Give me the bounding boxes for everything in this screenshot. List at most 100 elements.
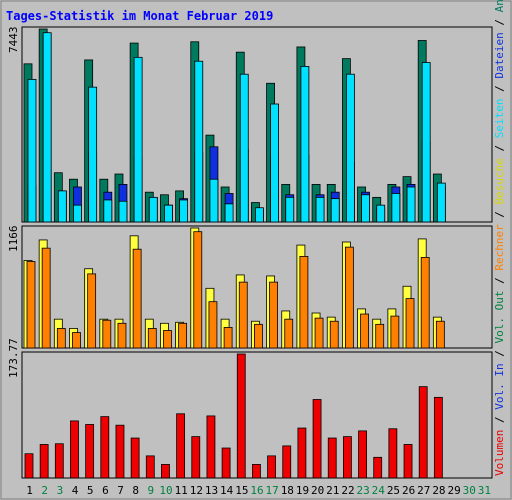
bar-volumen-day-7 bbox=[115, 424, 125, 479]
day-label-16: 16 bbox=[250, 484, 263, 497]
day-label-31: 31 bbox=[478, 484, 491, 497]
panel-frame bbox=[21, 351, 493, 479]
panel-top bbox=[21, 26, 493, 223]
day-label-13: 13 bbox=[205, 484, 218, 497]
bar-rechner-day-11 bbox=[178, 322, 188, 349]
bar-rechner-day-20 bbox=[314, 317, 324, 349]
day-label-9: 9 bbox=[148, 484, 155, 497]
bar-rechner-day-16 bbox=[254, 323, 263, 349]
bar-rechner-day-9 bbox=[147, 328, 157, 349]
day-label-2: 2 bbox=[41, 484, 48, 497]
bar-rechner-day-17 bbox=[269, 281, 278, 349]
bar-rechner-day-23 bbox=[360, 313, 369, 349]
day-label-26: 26 bbox=[402, 484, 415, 497]
bar-volumen-day-25 bbox=[388, 428, 398, 479]
bar-rechner-day-26 bbox=[405, 298, 415, 349]
bar-rechner-day-24 bbox=[375, 323, 385, 349]
bar-seiten-day-22 bbox=[345, 73, 355, 223]
bar-volumen-day-22 bbox=[342, 436, 352, 479]
day-label-11: 11 bbox=[175, 484, 188, 497]
bar-volumen-day-18 bbox=[282, 445, 292, 479]
bar-volumen-day-26 bbox=[403, 444, 413, 479]
bar-rechner-day-3 bbox=[56, 328, 66, 349]
bar-seiten-day-25 bbox=[391, 193, 401, 223]
day-label-25: 25 bbox=[387, 484, 400, 497]
series-rechner bbox=[26, 231, 445, 349]
bar-rechner-day-1 bbox=[26, 261, 36, 349]
bar-volumen-day-13 bbox=[206, 415, 216, 479]
bar-seiten-day-20 bbox=[315, 196, 325, 223]
bar-volumen-day-14 bbox=[221, 447, 231, 479]
bar-volumen-day-12 bbox=[191, 436, 201, 479]
bar-rechner-day-28 bbox=[435, 320, 445, 349]
legend-segment: / bbox=[493, 410, 506, 430]
day-label-23: 23 bbox=[357, 484, 370, 497]
bar-rechner-day-8 bbox=[132, 248, 142, 349]
legend-segment: / bbox=[493, 204, 506, 224]
bar-seiten-day-4 bbox=[73, 204, 82, 223]
bar-rechner-day-10 bbox=[163, 330, 172, 349]
bar-seiten-day-12 bbox=[194, 60, 204, 223]
legend-segment: / bbox=[493, 344, 506, 364]
bar-seiten-day-16 bbox=[255, 207, 264, 223]
bar-seiten-day-17 bbox=[270, 103, 279, 223]
bar-seiten-day-9 bbox=[148, 196, 158, 223]
bar-rechner-day-5 bbox=[87, 273, 97, 349]
bar-volumen-day-28 bbox=[433, 396, 443, 479]
bar-rechner-day-18 bbox=[284, 318, 294, 349]
legend-segment: / bbox=[493, 79, 506, 99]
bar-seiten-day-28 bbox=[436, 182, 446, 223]
day-label-12: 12 bbox=[190, 484, 203, 497]
bar-volumen-day-24 bbox=[373, 456, 383, 479]
bar-seiten-day-18 bbox=[285, 196, 295, 223]
day-label-15: 15 bbox=[235, 484, 248, 497]
day-label-10: 10 bbox=[159, 484, 172, 497]
bar-rechner-day-7 bbox=[117, 322, 127, 349]
bar-seiten-day-1 bbox=[27, 78, 37, 223]
bar-volumen-day-5 bbox=[85, 424, 95, 479]
day-label-4: 4 bbox=[72, 484, 79, 497]
day-label-29: 29 bbox=[447, 484, 460, 497]
bar-volumen-day-4 bbox=[70, 420, 79, 479]
day-label-21: 21 bbox=[326, 484, 339, 497]
legend-segment: Volumen bbox=[493, 430, 506, 476]
panel-middle bbox=[21, 225, 493, 349]
bar-rechner-day-13 bbox=[208, 301, 218, 349]
right-legend: Volumen / Vol. In / Vol. Out / Rechner /… bbox=[493, 0, 506, 476]
day-label-3: 3 bbox=[57, 484, 64, 497]
bar-volumen-day-17 bbox=[267, 455, 276, 479]
bar-rechner-day-4 bbox=[72, 332, 81, 349]
bar-volumen-day-8 bbox=[130, 437, 140, 479]
bar-volumen-day-16 bbox=[252, 464, 261, 479]
bar-seiten-day-24 bbox=[376, 204, 386, 223]
series-seiten bbox=[27, 32, 446, 223]
bar-rechner-day-2 bbox=[41, 247, 51, 349]
bar-seiten-day-7 bbox=[118, 200, 128, 223]
bar-volumen-day-21 bbox=[327, 437, 337, 479]
panel-bottom bbox=[21, 351, 493, 479]
bar-rechner-day-12 bbox=[193, 231, 203, 349]
bar-seiten-day-27 bbox=[421, 62, 431, 223]
bar-seiten-day-19 bbox=[300, 66, 310, 223]
bar-volumen-day-11 bbox=[176, 413, 186, 479]
bar-rechner-day-27 bbox=[420, 257, 430, 349]
day-label-27: 27 bbox=[417, 484, 430, 497]
panel-max-labels: 7443 1166 173.77 bbox=[7, 27, 20, 379]
bar-volumen-day-19 bbox=[297, 427, 307, 479]
max-label-top: 7443 bbox=[7, 27, 20, 54]
max-label-middle: 1166 bbox=[7, 226, 20, 253]
day-label-30: 30 bbox=[463, 484, 476, 497]
bar-volumen-day-3 bbox=[54, 443, 64, 479]
bar-volumen-day-9 bbox=[145, 455, 155, 479]
day-label-1: 1 bbox=[26, 484, 33, 497]
day-label-22: 22 bbox=[341, 484, 354, 497]
bar-volumen-day-27 bbox=[418, 386, 428, 479]
bar-rechner-day-6 bbox=[102, 319, 112, 349]
max-label-bottom: 173.77 bbox=[7, 338, 20, 378]
legend-segment: / bbox=[493, 12, 506, 32]
bar-seiten-day-15 bbox=[239, 73, 249, 223]
day-label-19: 19 bbox=[296, 484, 309, 497]
bar-volumen-day-2 bbox=[39, 444, 49, 479]
day-label-20: 20 bbox=[311, 484, 324, 497]
bar-seiten-day-13 bbox=[209, 178, 219, 223]
